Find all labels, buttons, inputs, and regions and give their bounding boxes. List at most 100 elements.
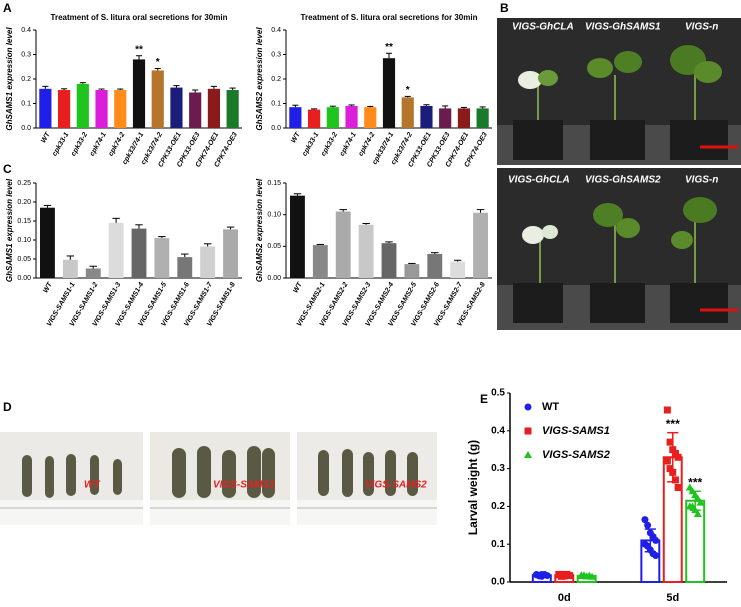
y-tick-label: 0.00	[267, 275, 281, 282]
x-tick-label: cpk74-2	[358, 131, 377, 157]
photo-label: VIGS-GhSAMS2	[585, 175, 661, 186]
bar	[312, 245, 328, 278]
significance: *	[406, 85, 410, 96]
chart-title: Treatment of S. litura oral secretions f…	[51, 13, 228, 22]
point	[663, 406, 671, 414]
y-tick-label: 0.4	[491, 425, 505, 436]
bar	[62, 259, 78, 278]
y-tick-label: 0.15	[267, 180, 281, 187]
x-tick-label: WT	[290, 131, 302, 145]
point	[671, 449, 679, 457]
significance: *	[156, 57, 160, 68]
y-tick-label: 0.00	[17, 275, 31, 282]
bar	[420, 105, 433, 128]
legend-marker	[524, 451, 532, 458]
y-axis-label: GhSAMS1 expression level	[5, 27, 14, 131]
panel-letter: C	[3, 162, 12, 176]
panel-letter: D	[3, 400, 12, 414]
point	[674, 484, 682, 491]
bar	[95, 90, 108, 128]
y-tick-label: 0.4	[21, 27, 31, 34]
photo-d: WT VIGS-SAMS1 VIGS-SAMS2	[0, 432, 437, 525]
point	[641, 516, 649, 524]
bar	[290, 195, 305, 278]
significance: **	[385, 42, 393, 53]
y-tick-label: 0.3	[491, 463, 505, 474]
bar	[364, 107, 377, 128]
significance: ***	[666, 417, 680, 431]
y-tick-label: 0.10	[267, 212, 281, 219]
bar	[457, 108, 470, 128]
x-tick-label: cpk33-1	[51, 131, 70, 157]
legend-label: WT	[542, 401, 559, 413]
bar	[476, 108, 489, 128]
legend-label: VIGS-SAMS1	[542, 425, 610, 437]
panel-letter: A	[3, 1, 12, 15]
point	[652, 536, 660, 544]
y-axis-label: GhSAMS2 expression level	[255, 178, 264, 282]
point	[652, 552, 660, 560]
x-tick-label: cpk33-1	[301, 131, 320, 157]
photo-b-bottom: VIGS-GhCLA VIGS-GhSAMS2 VIGS-n	[497, 168, 741, 330]
x-tick-label: cpk33-2	[70, 131, 89, 157]
bar	[108, 222, 124, 278]
y-axis-label: GhSAMS1 expression level	[5, 178, 14, 282]
x-tick-label: WT	[40, 131, 52, 145]
bar	[114, 90, 127, 128]
bar	[170, 87, 183, 128]
bar	[226, 90, 239, 128]
point	[663, 457, 671, 465]
y-tick-label: 0.5	[491, 388, 505, 399]
point	[644, 521, 652, 529]
point	[666, 465, 674, 473]
bar	[154, 238, 170, 278]
y-tick-label: 0.05	[17, 256, 31, 263]
y-tick-label: 0.05	[267, 243, 281, 250]
point	[671, 476, 679, 484]
panel-letter: B	[500, 1, 509, 15]
y-tick-label: 0.15	[17, 218, 31, 225]
y-tick-label: 0.3	[271, 51, 281, 58]
bar	[207, 88, 220, 128]
y-axis-label: GhSAMS2 expression level	[255, 27, 264, 131]
bar	[58, 90, 71, 128]
y-axis-label: Larval weight (g)	[466, 440, 480, 535]
y-tick-label: 0.25	[17, 180, 31, 187]
point	[696, 498, 705, 506]
bar	[326, 107, 339, 128]
bar	[358, 224, 374, 278]
photo-label: VIGS-n	[685, 175, 718, 186]
bar	[40, 207, 55, 278]
y-tick-label: 0.0	[271, 125, 281, 132]
y-tick-label: 0.1	[21, 100, 31, 107]
x-tick-label: cpk74-2	[108, 131, 127, 157]
photo-label: VIGS-n	[685, 22, 718, 33]
bar	[427, 253, 443, 278]
point	[693, 509, 702, 517]
photo-label: VIGS-SAMS2	[365, 480, 427, 491]
legend-marker	[524, 427, 532, 435]
bar	[223, 229, 238, 278]
bar	[39, 88, 52, 128]
y-tick-label: 0.3	[21, 51, 31, 58]
legend-label: VIGS-SAMS2	[542, 449, 610, 461]
significance: ***	[688, 475, 702, 489]
point	[674, 453, 682, 461]
x-tick-label: cpk74-1	[89, 131, 108, 157]
bar	[289, 107, 302, 128]
point	[666, 438, 674, 446]
bar	[404, 264, 420, 278]
panel-letter: E	[480, 392, 488, 406]
y-tick-label: 0.2	[271, 76, 281, 83]
bar	[473, 212, 488, 278]
photo-b-top: VIGS-GhCLA VIGS-GhSAMS1 VIGS-n	[497, 18, 741, 165]
y-tick-label: 0.4	[271, 27, 281, 34]
y-tick-label: 0.0	[491, 577, 505, 588]
x-tick-label: cpk33-2	[320, 131, 339, 157]
x-tick-label: 5d	[666, 592, 679, 602]
bar	[345, 105, 358, 128]
y-tick-label: 0.1	[491, 539, 505, 550]
bar	[382, 58, 396, 128]
